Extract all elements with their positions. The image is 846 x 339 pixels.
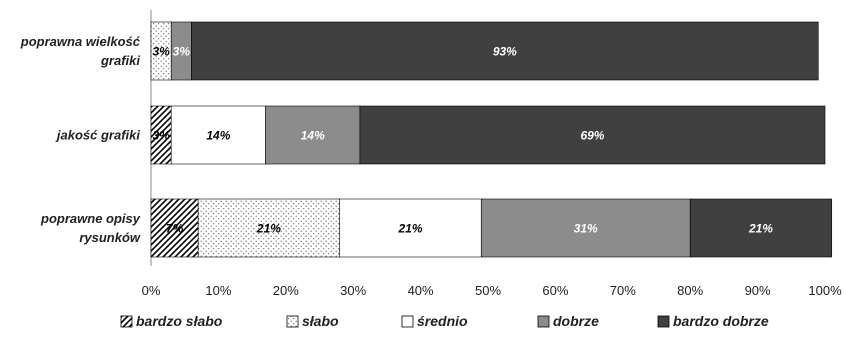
bar-segment-srednio-3 bbox=[339, 198, 482, 258]
legend-item-srednio: średnio bbox=[401, 313, 468, 329]
x-tick-label: 60% bbox=[542, 283, 568, 298]
data-label-bardzo-dobrze-1: 93% bbox=[493, 45, 517, 59]
legend-item-slabo: słabo bbox=[286, 313, 339, 329]
legend: bardzo słabo słabo średnio dobrze bardzo dob… bbox=[120, 313, 769, 329]
data-label-dobrze-1: 3% bbox=[173, 45, 191, 59]
bar-segment-bardzo-dobrze-1 bbox=[191, 21, 819, 81]
bar-segment-bardzo-slabo-3 bbox=[150, 198, 199, 258]
labels-layer: 3% 3% 93%3% 14% 14% 69%7% 21% 21% 31% 21% bbox=[152, 45, 773, 236]
legend-swatch-bardzo-dobrze bbox=[657, 315, 670, 328]
data-label-dobrze-3: 31% bbox=[574, 222, 598, 236]
category-label: rysunków bbox=[79, 230, 141, 245]
x-tick-label: 80% bbox=[677, 283, 703, 298]
data-label-bardzo-slabo-3: 7% bbox=[166, 222, 184, 236]
x-tick-label: 30% bbox=[340, 283, 366, 298]
data-label-dobrze-2: 14% bbox=[301, 129, 325, 143]
x-tick-label: 20% bbox=[273, 283, 299, 298]
legend-label-bardzo-dobrze: bardzo dobrze bbox=[673, 313, 769, 329]
data-label-slabo-3: 21% bbox=[256, 222, 281, 236]
data-label-srednio-3: 21% bbox=[397, 222, 422, 236]
data-label-bardzo-dobrze-3: 21% bbox=[748, 222, 773, 236]
category-label: grafiki bbox=[100, 53, 140, 68]
x-tick-label: 10% bbox=[205, 283, 231, 298]
legend-swatch-srednio bbox=[401, 315, 414, 328]
data-label-bardzo-dobrze-2: 69% bbox=[580, 129, 604, 143]
bar-segment-bardzo-dobrze-3 bbox=[689, 198, 833, 258]
legend-label-dobrze: dobrze bbox=[553, 313, 599, 329]
x-tick-label: 50% bbox=[475, 283, 501, 298]
x-tick-label: 0% bbox=[142, 283, 161, 298]
legend-swatch-dobrze bbox=[537, 315, 550, 328]
category-label: jakość grafiki bbox=[55, 128, 140, 143]
bar-segment-bardzo-dobrze-2 bbox=[359, 105, 826, 165]
bar-segment-slabo-3 bbox=[197, 198, 341, 258]
x-tick-label: 70% bbox=[610, 283, 636, 298]
legend-item-dobrze: dobrze bbox=[537, 313, 599, 329]
x-tick-label: 40% bbox=[408, 283, 434, 298]
legend-label-srednio: średnio bbox=[417, 313, 468, 329]
legend-item-bardzo-slabo: bardzo słabo bbox=[120, 313, 223, 329]
x-tick-labels: 0% 10% 20% 30% 40% 50% 60% 70% 80% 90% 100% bbox=[142, 283, 842, 298]
bars-layer bbox=[150, 21, 833, 258]
legend-item-bardzo-dobrze: bardzo dobrze bbox=[657, 313, 769, 329]
x-tick-label: 90% bbox=[745, 283, 771, 298]
legend-label-bardzo-slabo: bardzo słabo bbox=[136, 313, 223, 329]
bar-segment-srednio-2 bbox=[170, 105, 266, 165]
category-labels: poprawna wielkość grafiki jakość grafiki po… bbox=[20, 34, 141, 245]
x-tick-label: 100% bbox=[808, 283, 842, 298]
legend-swatch-slabo bbox=[286, 315, 299, 328]
legend-swatch-bardzo-slabo bbox=[120, 315, 133, 328]
category-label: poprawna wielkość bbox=[20, 34, 141, 49]
data-label-bardzo-slabo-2: 3% bbox=[152, 129, 170, 143]
category-label: poprawne opisy bbox=[40, 211, 141, 226]
legend-label-slabo: słabo bbox=[302, 313, 339, 329]
bar-segment-dobrze-2 bbox=[265, 105, 361, 165]
bar-segment-dobrze-3 bbox=[480, 198, 691, 258]
data-label-srednio-2: 14% bbox=[206, 129, 230, 143]
data-label-slabo-1: 3% bbox=[152, 45, 170, 59]
